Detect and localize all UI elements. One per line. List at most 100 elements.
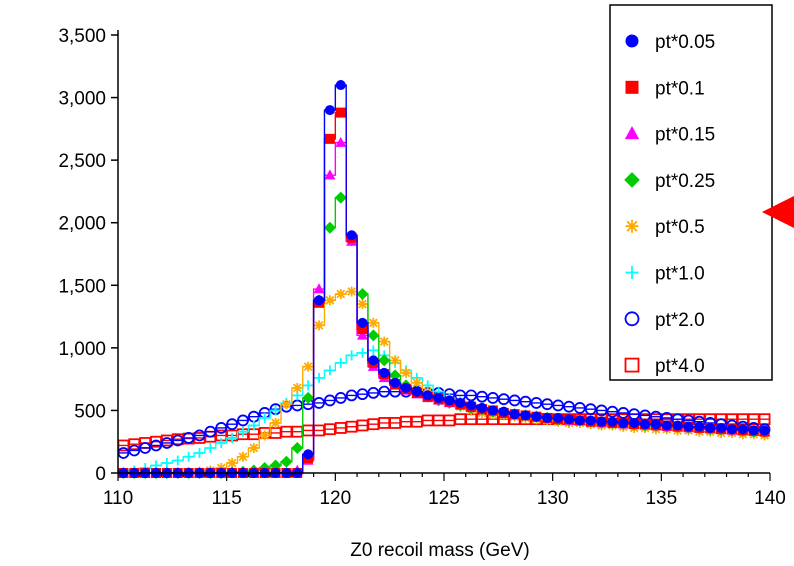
data-point — [433, 392, 444, 403]
data-point — [596, 416, 607, 427]
data-point — [520, 410, 531, 421]
legend-item: pt*0.1 — [625, 78, 705, 99]
data-point — [303, 380, 314, 391]
data-point — [476, 390, 488, 403]
data-point — [313, 283, 325, 294]
data-point — [367, 387, 380, 399]
data-point — [716, 422, 727, 433]
plot-area — [117, 80, 771, 479]
data-point — [726, 424, 737, 435]
legend-label: pt*4.0 — [655, 356, 705, 377]
data-point — [291, 441, 304, 454]
data-point — [303, 361, 314, 372]
data-point — [194, 447, 205, 458]
data-point — [346, 230, 357, 241]
y-tick-label: 3,500 — [58, 26, 106, 47]
data-point — [585, 415, 596, 426]
data-point — [389, 369, 402, 382]
data-point — [226, 418, 239, 431]
legend-marker — [625, 266, 639, 279]
data-point — [345, 389, 358, 402]
data-point — [584, 403, 597, 416]
legend-label: pt*1.0 — [655, 264, 705, 285]
data-point — [357, 317, 368, 328]
data-point — [367, 329, 380, 342]
data-point — [390, 377, 401, 388]
x-tick-label: 110 — [103, 488, 133, 509]
data-point — [356, 388, 369, 401]
data-point — [629, 417, 640, 428]
data-point — [335, 107, 346, 118]
data-point — [248, 442, 259, 453]
legend-marker — [625, 34, 639, 48]
data-point — [422, 390, 433, 401]
data-point — [324, 295, 335, 306]
data-point — [618, 417, 629, 428]
legend-marker — [624, 172, 640, 188]
data-point — [182, 432, 195, 444]
data-point — [748, 425, 759, 436]
data-point — [346, 350, 357, 361]
data-point — [150, 439, 162, 452]
data-point — [694, 421, 705, 432]
data-point — [335, 289, 346, 300]
data-point — [205, 442, 216, 453]
data-point — [193, 429, 206, 442]
data-point — [563, 414, 574, 425]
data-point — [650, 419, 661, 430]
legend-label: pt*0.1 — [655, 78, 705, 99]
data-point — [357, 347, 368, 358]
data-point — [323, 394, 336, 407]
data-point — [477, 402, 488, 413]
data-point — [466, 400, 477, 411]
legend-label: pt*0.25 — [655, 171, 715, 192]
data-point — [237, 426, 248, 437]
data-point — [607, 416, 618, 427]
data-point — [498, 406, 509, 417]
data-point — [400, 382, 411, 393]
legend-label: pt*0.05 — [655, 32, 715, 53]
data-point — [541, 398, 554, 411]
data-point — [519, 395, 532, 408]
data-point — [357, 299, 368, 310]
legend-marker — [625, 80, 639, 94]
data-point — [563, 400, 575, 413]
legend-label: pt*2.0 — [655, 310, 705, 331]
data-point — [334, 392, 347, 404]
data-point — [390, 355, 401, 366]
data-point — [542, 412, 553, 423]
data-point — [171, 434, 184, 447]
data-point — [281, 399, 292, 410]
legend: pt*0.05 pt*0.1 pt*0.15 pt*0.25 pt*0.5 pt*1.0 p… — [609, 4, 773, 381]
data-point — [303, 449, 314, 460]
data-point — [411, 386, 422, 397]
data-point — [335, 80, 346, 91]
legend-item: pt*0.05 — [625, 32, 715, 53]
y-tick-label: 2,500 — [58, 151, 106, 172]
data-point — [270, 417, 281, 428]
data-point — [270, 405, 281, 416]
y-tick-label: 2,000 — [58, 214, 106, 235]
data-point — [292, 382, 303, 393]
legend-label: pt*0.15 — [655, 125, 715, 146]
data-point — [508, 394, 521, 407]
data-point — [227, 457, 238, 468]
legend-item: pt*0.25 — [624, 171, 715, 192]
data-point — [259, 412, 270, 423]
axes: 0 500 1,000 1,500 2,000 2,500 3,000 3,500 110 115… — [58, 26, 785, 509]
data-point — [444, 395, 455, 406]
data-point — [215, 422, 228, 434]
data-point — [248, 420, 259, 431]
data-point — [553, 412, 564, 423]
data-point — [259, 430, 270, 441]
x-tick-label: 115 — [212, 488, 242, 509]
data-point — [334, 191, 347, 204]
data-point — [683, 421, 694, 432]
x-tick-label: 130 — [537, 488, 569, 509]
data-point — [172, 455, 183, 466]
data-point — [379, 336, 390, 347]
x-tick-label: 140 — [754, 488, 786, 509]
x-tick-label: 125 — [428, 488, 460, 509]
series-pt-0-05 — [118, 80, 770, 478]
